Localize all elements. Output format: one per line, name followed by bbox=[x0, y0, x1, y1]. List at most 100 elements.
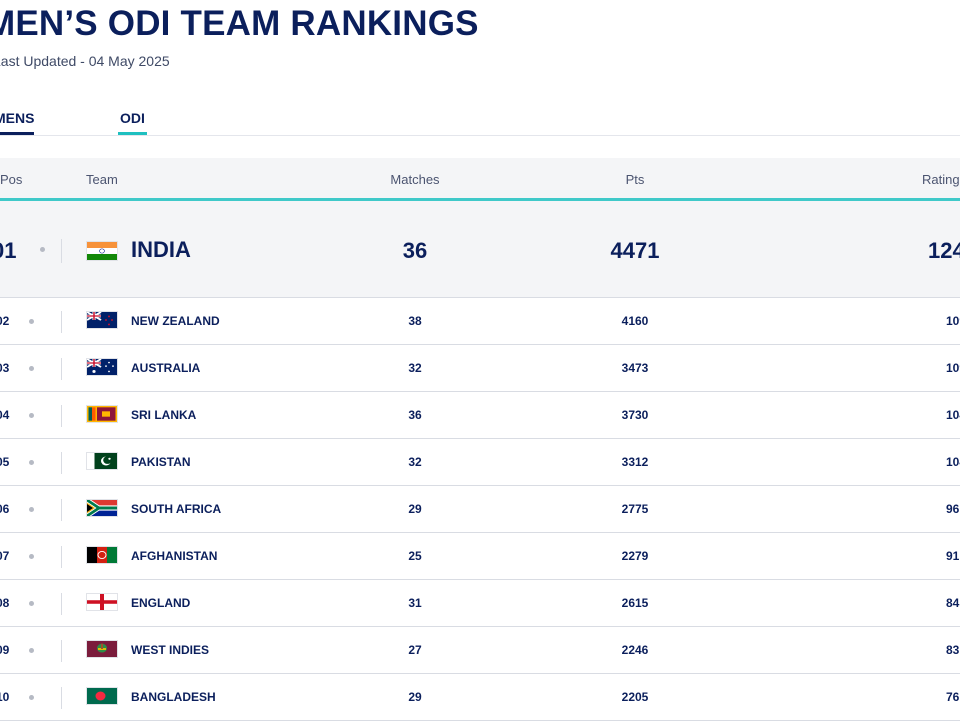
team-name[interactable]: NEW ZEALAND bbox=[131, 314, 220, 328]
row-matches: 38 bbox=[408, 314, 422, 328]
table-row[interactable]: 08 ENGLAND 31 2615 84 bbox=[0, 580, 960, 627]
india-flag-icon bbox=[86, 241, 118, 261]
page-title: MEN’S ODI TEAM RANKINGS bbox=[0, 4, 479, 43]
row-pts: 2615 bbox=[621, 596, 649, 610]
divider bbox=[61, 239, 62, 263]
divider bbox=[61, 640, 62, 662]
table-row[interactable]: 06 SOUTH AFRICA 29 2775 96 bbox=[0, 486, 960, 533]
tab-mens[interactable]: MENS bbox=[0, 110, 35, 135]
row-pts: 2246 bbox=[621, 643, 649, 657]
row-pts: 4160 bbox=[621, 314, 649, 328]
pakistan-flag-icon bbox=[86, 452, 118, 470]
tab-odi[interactable]: ODI bbox=[118, 110, 147, 135]
team-name[interactable]: SOUTH AFRICA bbox=[131, 502, 222, 516]
tab-bar: MENS ODI bbox=[0, 106, 960, 136]
row-matches: 25 bbox=[408, 549, 422, 563]
row-pos: 08 bbox=[0, 596, 10, 610]
row-matches: 32 bbox=[408, 455, 422, 469]
divider bbox=[61, 499, 62, 521]
row-rating: 76 bbox=[946, 690, 960, 704]
divider bbox=[61, 593, 62, 615]
row-rating: 84 bbox=[946, 596, 960, 610]
england-flag-icon bbox=[86, 593, 118, 611]
team-name[interactable]: PAKISTAN bbox=[131, 455, 191, 469]
team-name[interactable]: INDIA bbox=[131, 237, 191, 262]
divider bbox=[61, 452, 62, 474]
team-name[interactable]: SRI LANKA bbox=[131, 408, 197, 422]
row-pts: 3473 bbox=[621, 361, 649, 375]
row-matches: 29 bbox=[408, 502, 422, 516]
table-header: Pos Team Matches Pts Rating bbox=[0, 158, 960, 201]
west-indies-flag-icon bbox=[86, 640, 118, 658]
table-row[interactable]: 10 BANGLADESH 29 2205 76 bbox=[0, 674, 960, 721]
movement-dot-icon bbox=[29, 507, 34, 512]
row-pos: 06 bbox=[0, 502, 10, 516]
team-name[interactable]: BANGLADESH bbox=[131, 690, 216, 704]
row-rating: 104 bbox=[946, 408, 960, 422]
table-row[interactable]: 02 NEW ZEALAND 38 4160 109 bbox=[0, 298, 960, 345]
south-africa-flag-icon bbox=[86, 499, 118, 517]
table-row[interactable]: 03 AUSTRALIA 32 3473 109 bbox=[0, 345, 960, 392]
movement-dot-icon bbox=[29, 460, 34, 465]
movement-dot-icon bbox=[40, 247, 45, 252]
row-pts: 2205 bbox=[621, 690, 649, 704]
team-name[interactable]: AFGHANISTAN bbox=[131, 549, 218, 563]
table-row[interactable]: 05 PAKISTAN 32 3312 104 bbox=[0, 439, 960, 486]
row-pos: 04 bbox=[0, 408, 10, 422]
row-pos: 01 bbox=[0, 238, 17, 263]
row-pts: 3312 bbox=[621, 455, 649, 469]
row-rating: 124 bbox=[928, 238, 960, 263]
table-row[interactable]: 01 INDIA 36 4471 124 bbox=[0, 201, 960, 298]
divider bbox=[61, 546, 62, 568]
movement-dot-icon bbox=[29, 319, 34, 324]
row-matches: 31 bbox=[408, 596, 422, 610]
row-rating: 109 bbox=[946, 361, 960, 375]
afghanistan-flag-icon bbox=[86, 546, 118, 564]
table-row[interactable]: 09 WEST INDIES 27 2246 83 bbox=[0, 627, 960, 674]
row-pts: 2279 bbox=[621, 549, 649, 563]
movement-dot-icon bbox=[29, 413, 34, 418]
last-updated: Last Updated - 04 May 2025 bbox=[0, 53, 170, 69]
row-pts: 4471 bbox=[610, 238, 660, 263]
row-pos: 10 bbox=[0, 690, 10, 704]
row-rating: 96 bbox=[946, 502, 960, 516]
team-name[interactable]: WEST INDIES bbox=[131, 643, 210, 657]
divider bbox=[61, 405, 62, 427]
row-matches: 32 bbox=[408, 361, 422, 375]
row-matches: 36 bbox=[402, 238, 428, 263]
col-header-team: Team bbox=[86, 172, 118, 187]
bangladesh-flag-icon bbox=[86, 687, 118, 705]
row-pos: 09 bbox=[0, 643, 10, 657]
col-header-pos: Pos bbox=[0, 172, 23, 187]
new-zealand-flag-icon bbox=[86, 311, 118, 329]
row-matches: 29 bbox=[408, 690, 422, 704]
row-pos: 07 bbox=[0, 549, 10, 563]
row-pos: 02 bbox=[0, 314, 10, 328]
row-pos: 05 bbox=[0, 455, 10, 469]
row-pos: 03 bbox=[0, 361, 10, 375]
col-header-pts: Pts bbox=[625, 172, 645, 187]
movement-dot-icon bbox=[29, 695, 34, 700]
divider bbox=[61, 358, 62, 380]
table-row[interactable]: 04 SRI LANKA 36 3730 104 bbox=[0, 392, 960, 439]
movement-dot-icon bbox=[29, 554, 34, 559]
movement-dot-icon bbox=[29, 648, 34, 653]
australia-flag-icon bbox=[86, 358, 118, 376]
team-name[interactable]: AUSTRALIA bbox=[131, 361, 201, 375]
sri-lanka-flag-icon bbox=[86, 405, 118, 423]
row-matches: 36 bbox=[408, 408, 422, 422]
table-row[interactable]: 07 AFGHANISTAN 25 2279 91 bbox=[0, 533, 960, 580]
divider bbox=[61, 311, 62, 333]
row-rating: 91 bbox=[946, 549, 960, 563]
movement-dot-icon bbox=[29, 366, 34, 371]
row-pts: 2775 bbox=[621, 502, 649, 516]
col-header-rating: Rating bbox=[922, 172, 960, 187]
movement-dot-icon bbox=[29, 601, 34, 606]
team-name[interactable]: ENGLAND bbox=[131, 596, 191, 610]
rankings-table: Pos Team Matches Pts Rating 01 INDIA 36 … bbox=[0, 158, 960, 721]
divider bbox=[61, 687, 62, 709]
row-matches: 27 bbox=[408, 643, 422, 657]
row-rating: 104 bbox=[946, 455, 960, 469]
row-rating: 109 bbox=[946, 314, 960, 328]
row-rating: 83 bbox=[946, 643, 960, 657]
